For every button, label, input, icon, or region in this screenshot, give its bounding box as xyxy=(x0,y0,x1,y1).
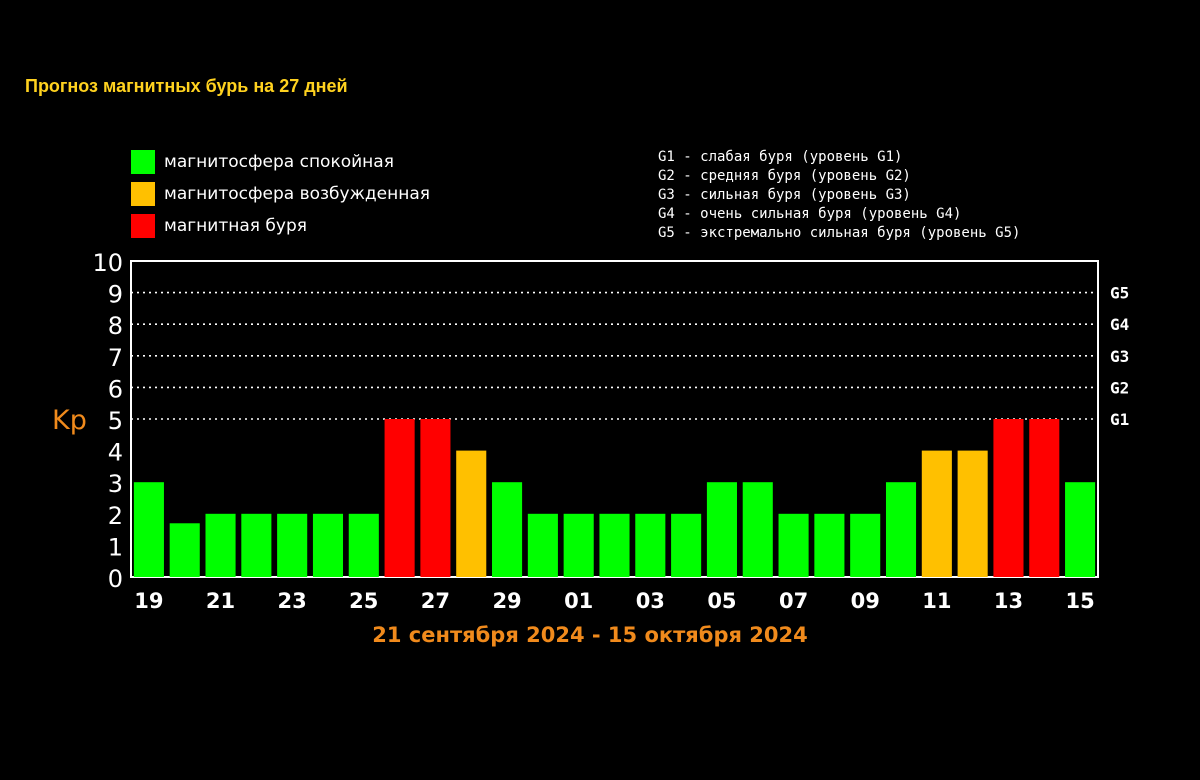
y-tick-label: 10 xyxy=(92,249,123,277)
bar xyxy=(277,513,308,577)
right-axis-label: G5 xyxy=(1110,284,1129,303)
y-tick-label: 4 xyxy=(108,439,123,467)
y-tick-label: 7 xyxy=(108,344,123,372)
right-axis-label: G3 xyxy=(1110,347,1129,366)
storm-level-g5: G5 - экстремально сильная буря (уровень … xyxy=(658,225,1021,241)
x-tick-label: 15 xyxy=(1065,589,1094,613)
legend: магнитосфера спокойная магнитосфера возб… xyxy=(131,146,430,242)
bar xyxy=(169,523,200,577)
bar xyxy=(885,482,917,577)
x-tick-label: 13 xyxy=(994,589,1023,613)
x-tick-label: 03 xyxy=(636,589,665,613)
bar xyxy=(563,513,594,577)
chart-title: Прогноз магнитных бурь на 27 дней xyxy=(25,76,348,96)
bar xyxy=(456,450,487,577)
bar xyxy=(993,419,1024,577)
x-tick-label: 07 xyxy=(779,589,808,613)
y-tick-label: 9 xyxy=(108,281,123,309)
storm-level-g3: G3 - сильная буря (уровень G3) xyxy=(658,187,911,203)
bar xyxy=(1065,482,1096,577)
bar xyxy=(1029,419,1060,577)
y-tick-label: 0 xyxy=(108,565,123,593)
bar xyxy=(814,513,845,577)
storm-level-g2: G2 - средняя буря (уровень G2) xyxy=(658,168,911,184)
storm-level-g4: G4 - очень сильная буря (уровень G4) xyxy=(658,206,962,222)
x-tick-label: 23 xyxy=(278,589,307,613)
bar xyxy=(527,513,558,577)
x-tick-label: 11 xyxy=(922,589,951,613)
bar xyxy=(241,513,272,577)
storm-level-descriptions: G1 - слабая буря (уровень G1) G2 - средн… xyxy=(658,148,1020,243)
bar xyxy=(850,513,881,577)
bar xyxy=(671,513,702,577)
legend-swatch-storm xyxy=(131,214,155,238)
legend-label-excited: магнитосфера возбужденная xyxy=(164,184,430,204)
y-tick-label: 6 xyxy=(108,375,123,403)
bar xyxy=(742,482,773,577)
bar xyxy=(492,482,523,577)
y-tick-label: 3 xyxy=(108,470,123,498)
x-tick-label: 19 xyxy=(134,589,163,613)
y-tick-label: 8 xyxy=(108,312,123,340)
y-axis-label: Kp xyxy=(52,405,87,436)
x-tick-label: 29 xyxy=(492,589,521,613)
bar xyxy=(599,513,630,577)
date-range-subtitle: 21 сентября 2024 - 15 октября 2024 xyxy=(372,623,808,647)
storm-level-g1: G1 - слабая буря (уровень G1) xyxy=(658,149,903,165)
bar xyxy=(420,419,451,577)
y-tick-label: 2 xyxy=(108,502,123,530)
y-tick-label: 1 xyxy=(108,533,123,561)
y-tick-label: 5 xyxy=(108,407,123,435)
x-tick-label: 09 xyxy=(851,589,880,613)
legend-swatch-calm xyxy=(131,150,155,174)
right-axis-label: G4 xyxy=(1110,315,1129,334)
bar xyxy=(921,450,952,577)
bar xyxy=(348,513,379,577)
legend-item-storm: магнитная буря xyxy=(131,210,430,242)
bar xyxy=(133,482,164,577)
legend-swatch-excited xyxy=(131,182,155,206)
right-axis-label: G1 xyxy=(1110,410,1129,429)
bar xyxy=(205,513,236,577)
bar xyxy=(384,419,415,577)
legend-item-calm: магнитосфера спокойная xyxy=(131,146,430,178)
bar xyxy=(706,482,737,577)
x-tick-label: 01 xyxy=(564,589,593,613)
bar xyxy=(778,513,809,577)
right-axis-label: G2 xyxy=(1110,378,1129,397)
bar xyxy=(957,450,988,577)
bar xyxy=(312,513,344,577)
x-tick-label: 21 xyxy=(206,589,235,613)
legend-item-excited: магнитосфера возбужденная xyxy=(131,178,430,210)
x-tick-label: 05 xyxy=(707,589,736,613)
bar xyxy=(635,513,666,577)
legend-label-calm: магнитосфера спокойная xyxy=(164,152,394,172)
x-tick-label: 27 xyxy=(421,589,450,613)
x-tick-label: 25 xyxy=(349,589,378,613)
legend-label-storm: магнитная буря xyxy=(164,216,307,236)
